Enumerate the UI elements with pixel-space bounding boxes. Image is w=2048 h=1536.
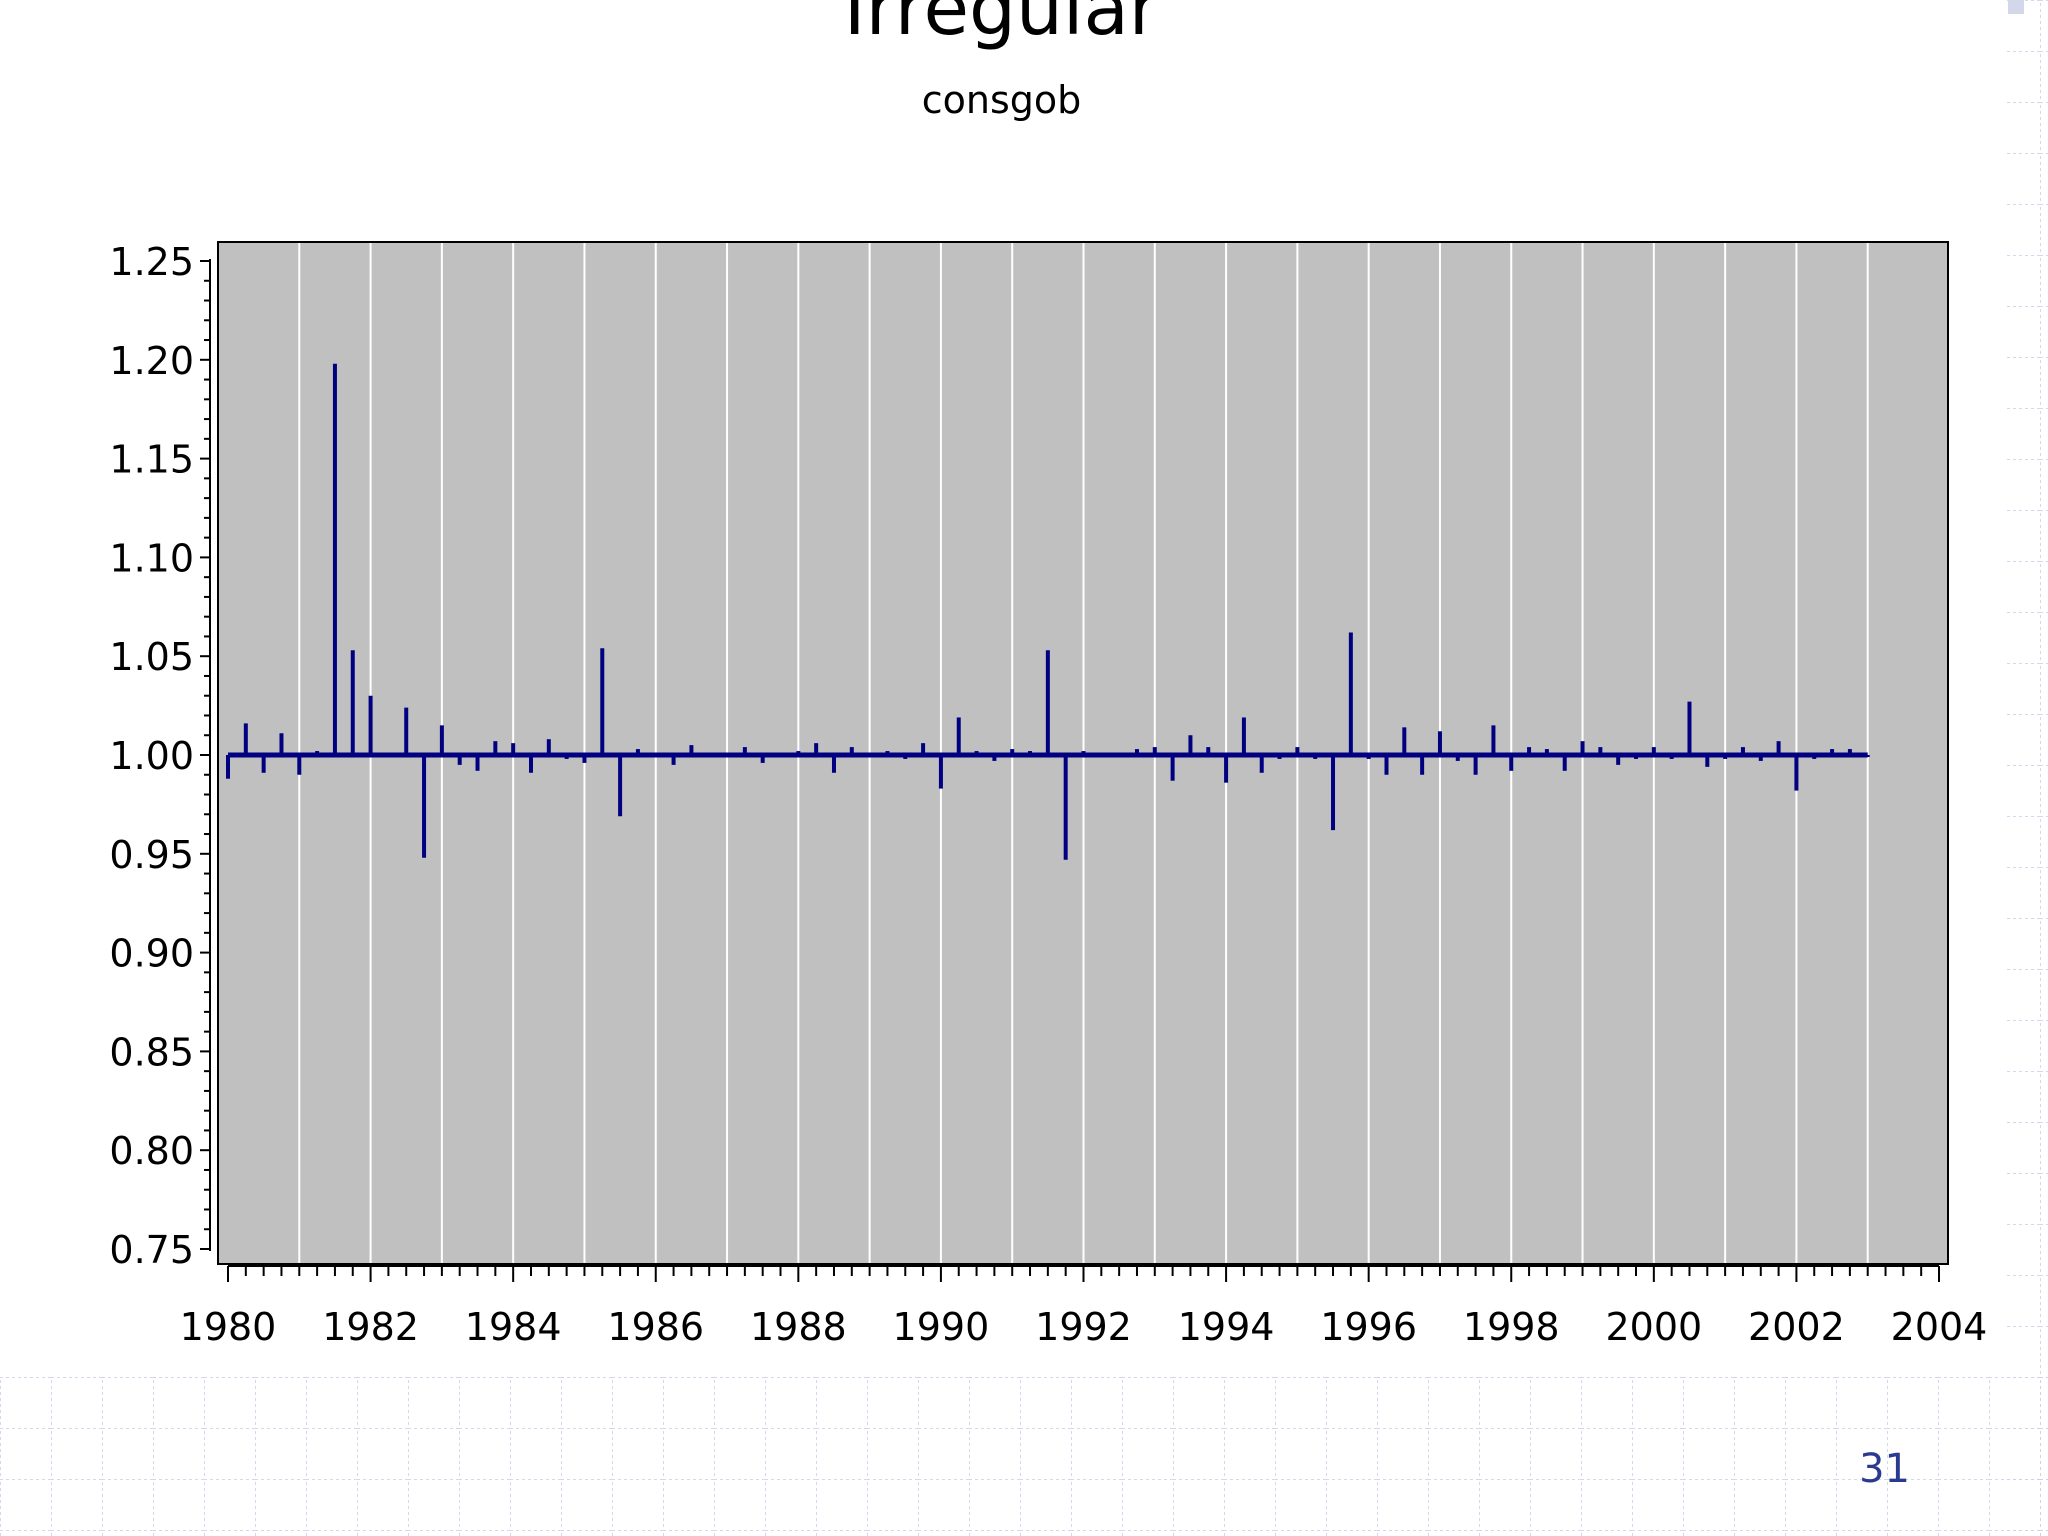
x-tick-label: 1988: [750, 1305, 847, 1349]
x-tick-label: 2002: [1748, 1305, 1845, 1349]
x-tick-label: 1992: [1035, 1305, 1132, 1349]
y-tick-label: 1.20: [109, 339, 194, 383]
y-tick-label: 0.80: [109, 1129, 194, 1173]
y-tick-label: 1.10: [109, 536, 194, 580]
y-tick-label: 0.95: [109, 833, 194, 877]
x-tick-label: 1998: [1463, 1305, 1560, 1349]
slide-subtitle: consgob: [921, 78, 1082, 122]
x-tick-label: 1982: [322, 1305, 419, 1349]
x-tick-label: 1996: [1320, 1305, 1417, 1349]
y-tick-label: 0.85: [109, 1030, 194, 1074]
y-tick-label: 1.15: [109, 438, 194, 482]
x-tick-label: 2000: [1605, 1305, 1702, 1349]
slide-title: Irregular: [843, 0, 1160, 52]
x-tick-label: 1984: [465, 1305, 562, 1349]
x-tick-label: 1986: [607, 1305, 704, 1349]
x-tick-label: 1994: [1178, 1305, 1275, 1349]
irregular-chart: 0.75 0.80 0.85 0.90 0.95 1.00 1.05 1.10 1.15 1.20…: [109, 240, 1988, 1349]
y-tick-label: 0.75: [109, 1228, 194, 1272]
series-marks: [226, 363, 1870, 860]
x-tick-label: 1990: [893, 1305, 990, 1349]
y-tick-label: 0.90: [109, 932, 194, 976]
y-tick-label: 1.05: [109, 635, 194, 679]
y-axis: 0.75 0.80 0.85 0.90 0.95 1.00 1.05 1.10 1.15 1.20…: [109, 240, 211, 1272]
page-number: 31: [1859, 1446, 1910, 1492]
x-tick-label: 2004: [1891, 1305, 1988, 1349]
y-tick-label: 1.00: [109, 734, 194, 778]
y-tick-label: 1.25: [109, 240, 194, 284]
x-axis: 1980 1982 1984 1986 1988 1990 1992 1994 1996 1998…: [180, 1265, 1988, 1349]
x-tick-label: 1980: [180, 1305, 277, 1349]
